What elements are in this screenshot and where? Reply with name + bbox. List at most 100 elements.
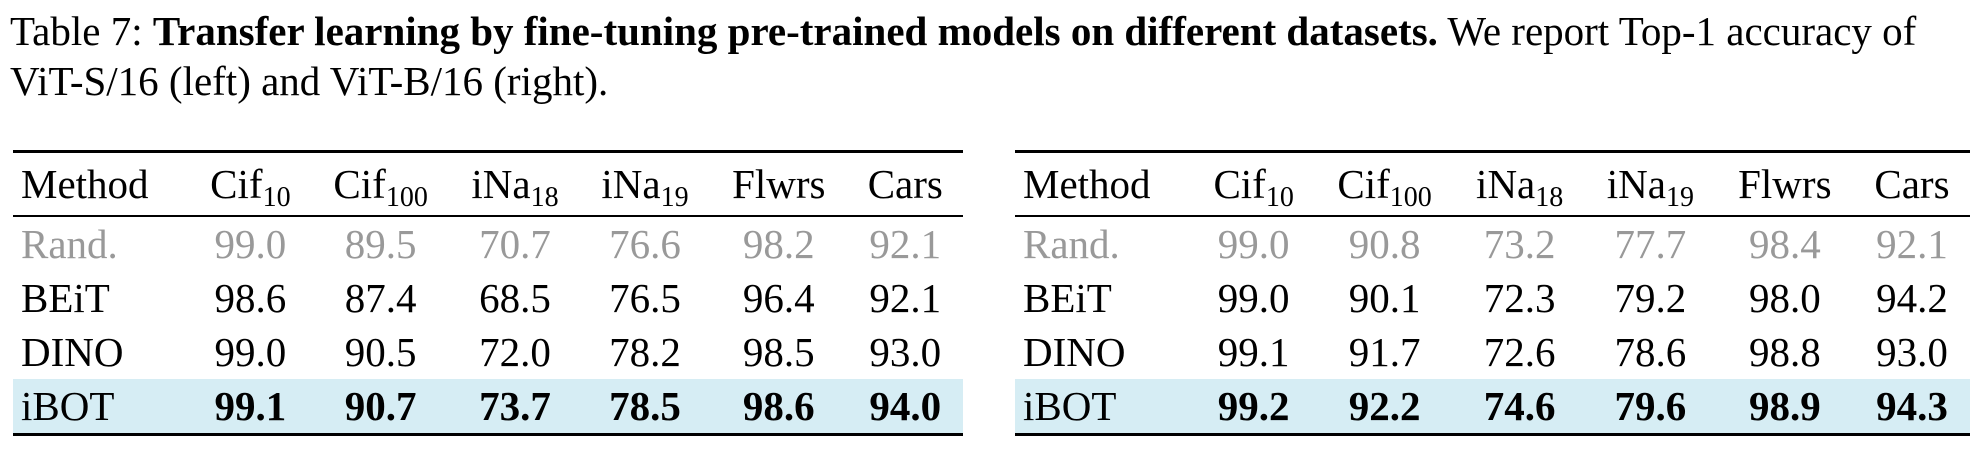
value-cell: 91.7 [1348,329,1421,375]
table-row: DINO 99.0 90.5 72.0 78.2 98.5 93.0 [13,325,963,379]
value-cell: 90.1 [1348,275,1421,321]
header-sub: 100 [1389,182,1432,213]
header-text: Method [1023,161,1151,207]
value-cell: 77.7 [1614,221,1687,267]
table-row: Rand. 99.0 90.8 73.2 77.7 98.4 92.1 [1015,216,1970,271]
header-row: Method Cif10 Cif100 iNa18 iNa19 Flwrs Cars [1015,151,1970,217]
method-cell: BEiT [1023,275,1112,321]
value-cell: 93.0 [1876,329,1948,375]
value-cell: 78.2 [609,329,681,375]
value-cell: 90.8 [1348,221,1421,267]
value-cell: 92.1 [1876,221,1948,267]
value-cell: 98.5 [742,329,815,375]
table-row: BEiT 99.0 90.1 72.3 79.2 98.0 94.2 [1015,271,1970,325]
method-cell: Rand. [21,221,118,267]
header-sub: 10 [262,182,291,213]
value-cell: 89.5 [344,221,417,267]
table-row: iBOT 99.2 92.2 74.6 79.6 98.9 94.3 [1015,379,1970,435]
header-cell: Cif100 [1314,151,1455,217]
header-cell: Cars [1853,151,1970,217]
table-row: Rand. 99.0 89.5 70.7 76.6 98.2 92.1 [13,216,963,271]
value-cell: 98.9 [1715,379,1854,435]
value-cell: 94.0 [847,379,963,435]
value-cell: 90.5 [344,329,417,375]
value-cell: 79.2 [1614,275,1687,321]
header-text: Method [21,161,149,207]
header-sub: 19 [1665,182,1694,213]
table-row: DINO 99.1 91.7 72.6 78.6 98.8 93.0 [1015,325,1970,379]
header-cell: iNa18 [450,151,580,217]
value-cell: 92.1 [869,221,942,267]
value-cell: 76.6 [609,221,681,267]
header-text: iNa [1476,161,1536,207]
value-cell: 99.0 [1217,275,1290,321]
value-cell: 72.3 [1483,275,1556,321]
value-cell: 92.2 [1314,379,1455,435]
header-text: iNa [601,161,661,207]
header-cell: iNa18 [1454,151,1585,217]
table-row: BEiT 98.6 87.4 68.5 76.5 96.4 92.1 [13,271,963,325]
header-cell: Cif10 [1192,151,1315,217]
header-text: Cars [1874,161,1950,207]
table-row: iBOT 99.1 90.7 73.7 78.5 98.6 94.0 [13,379,963,435]
header-cell: Cif100 [311,151,450,217]
value-cell: 99.0 [1217,221,1290,267]
caption-label: Table 7: [10,8,143,54]
value-cell: 72.0 [479,329,551,375]
value-cell: 94.3 [1853,379,1970,435]
value-cell: 98.4 [1748,221,1821,267]
value-cell: 99.1 [1217,329,1290,375]
header-cell: iNa19 [1585,151,1716,217]
value-cell: 78.6 [1614,329,1687,375]
value-cell: 73.7 [450,379,580,435]
value-cell: 92.1 [869,275,942,321]
value-cell: 98.0 [1748,275,1821,321]
value-cell: 99.0 [214,329,287,375]
value-cell: 70.7 [479,221,551,267]
value-cell: 90.7 [311,379,450,435]
value-cell: 87.4 [344,275,417,321]
value-cell: 78.5 [580,379,710,435]
header-cell: Method [1015,151,1193,217]
method-cell: iBOT [1015,379,1193,435]
header-sub: 19 [660,182,689,213]
header-cell: Method [13,151,190,217]
header-cell: Flwrs [1715,151,1854,217]
header-text: Cif [210,161,263,207]
value-cell: 99.2 [1192,379,1315,435]
value-cell: 68.5 [479,275,551,321]
header-sub: 18 [530,182,559,213]
value-cell: 73.2 [1483,221,1556,267]
table-right: Method Cif10 Cif100 iNa18 iNa19 Flwrs Cars Rand… [1015,150,1970,436]
value-cell: 99.1 [189,379,312,435]
header-sub: 18 [1535,182,1564,213]
value-cell: 98.6 [710,379,848,435]
caption: Table 7: Transfer learning by fine-tunin… [10,6,1974,106]
header-text: Flwrs [732,161,826,207]
method-cell: DINO [1023,329,1126,375]
header-text: Cars [867,161,943,207]
caption-bold: Transfer learning by fine-tuning pre-tra… [152,8,1438,54]
method-cell: Rand. [1023,221,1120,267]
value-cell: 98.2 [742,221,815,267]
value-cell: 72.6 [1483,329,1556,375]
caption-text: We report Top-1 accuracy of ViT-S/16 (le… [10,8,1917,104]
header-text: iNa [471,161,531,207]
header-cell: Flwrs [710,151,848,217]
value-cell: 98.6 [214,275,287,321]
header-text: iNa [1606,161,1666,207]
header-text: Flwrs [1738,161,1832,207]
value-cell: 96.4 [742,275,815,321]
header-text: Cif [1213,161,1266,207]
header-text: Cif [1337,161,1390,207]
value-cell: 99.0 [214,221,287,267]
header-cell: Cars [847,151,963,217]
header-cell: Cif10 [189,151,312,217]
method-cell: BEiT [21,275,110,321]
header-sub: 100 [385,182,428,213]
method-cell: DINO [21,329,124,375]
value-cell: 79.6 [1585,379,1716,435]
value-cell: 94.2 [1876,275,1948,321]
value-cell: 76.5 [609,275,681,321]
